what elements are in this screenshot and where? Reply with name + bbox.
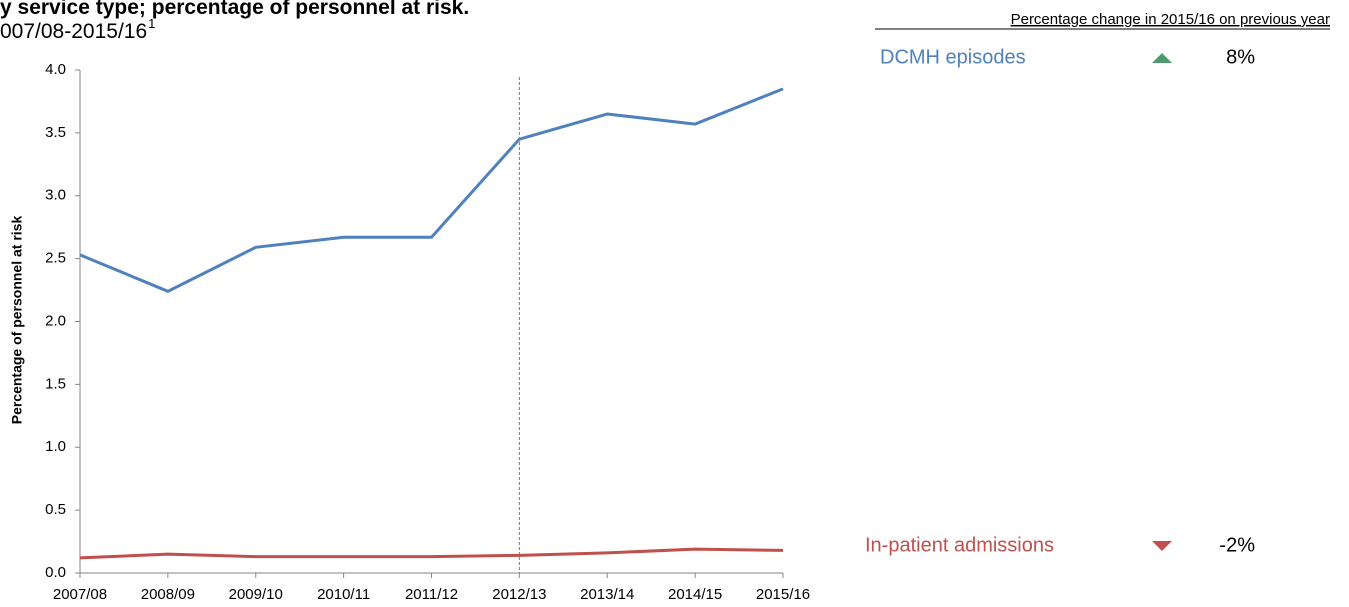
x-tick-label: 2007/08 (53, 586, 107, 603)
series-line (79, 547, 784, 560)
legend-header: Percentage change in 2015/16 on previous… (1011, 11, 1330, 28)
series-line (79, 87, 784, 293)
y-tick-label: 3.5 (45, 124, 66, 141)
x-tick-label: 2013/14 (580, 586, 634, 603)
x-tick-label: 2010/11 (317, 586, 370, 603)
y-tick-label: 1.5 (45, 375, 66, 392)
y-axis-title: Percentage of personnel at risk (9, 216, 25, 425)
chart-subtitle: 007/08-2015/16 (0, 20, 147, 43)
change-value: -2% (1219, 534, 1255, 556)
change-value: 8% (1226, 46, 1255, 68)
x-tick-label: 2014/15 (668, 586, 722, 603)
x-tick-label: 2008/09 (141, 586, 195, 603)
change-arrow (1152, 53, 1172, 63)
subtitle-superscript: 1 (148, 16, 155, 31)
legend-label: In-patient admissions (865, 534, 1054, 556)
legend-label: DCMH episodes (880, 46, 1026, 68)
change-arrow (1152, 541, 1172, 551)
y-tick-label: 0.5 (45, 501, 66, 518)
chart-title: y service type; percentage of personnel … (0, 0, 469, 19)
x-tick-label: 2011/12 (405, 586, 458, 603)
y-tick-label: 3.0 (45, 187, 66, 204)
y-tick-label: 4.0 (45, 61, 66, 78)
y-tick-label: 1.0 (45, 438, 66, 455)
x-tick-label: 2015/16 (756, 586, 810, 603)
x-tick-label: 2012/13 (492, 586, 546, 603)
y-tick-label: 2.5 (45, 250, 66, 267)
y-tick-label: 0.0 (45, 564, 66, 581)
y-tick-label: 2.0 (45, 312, 66, 329)
x-tick-label: 2009/10 (229, 586, 283, 603)
